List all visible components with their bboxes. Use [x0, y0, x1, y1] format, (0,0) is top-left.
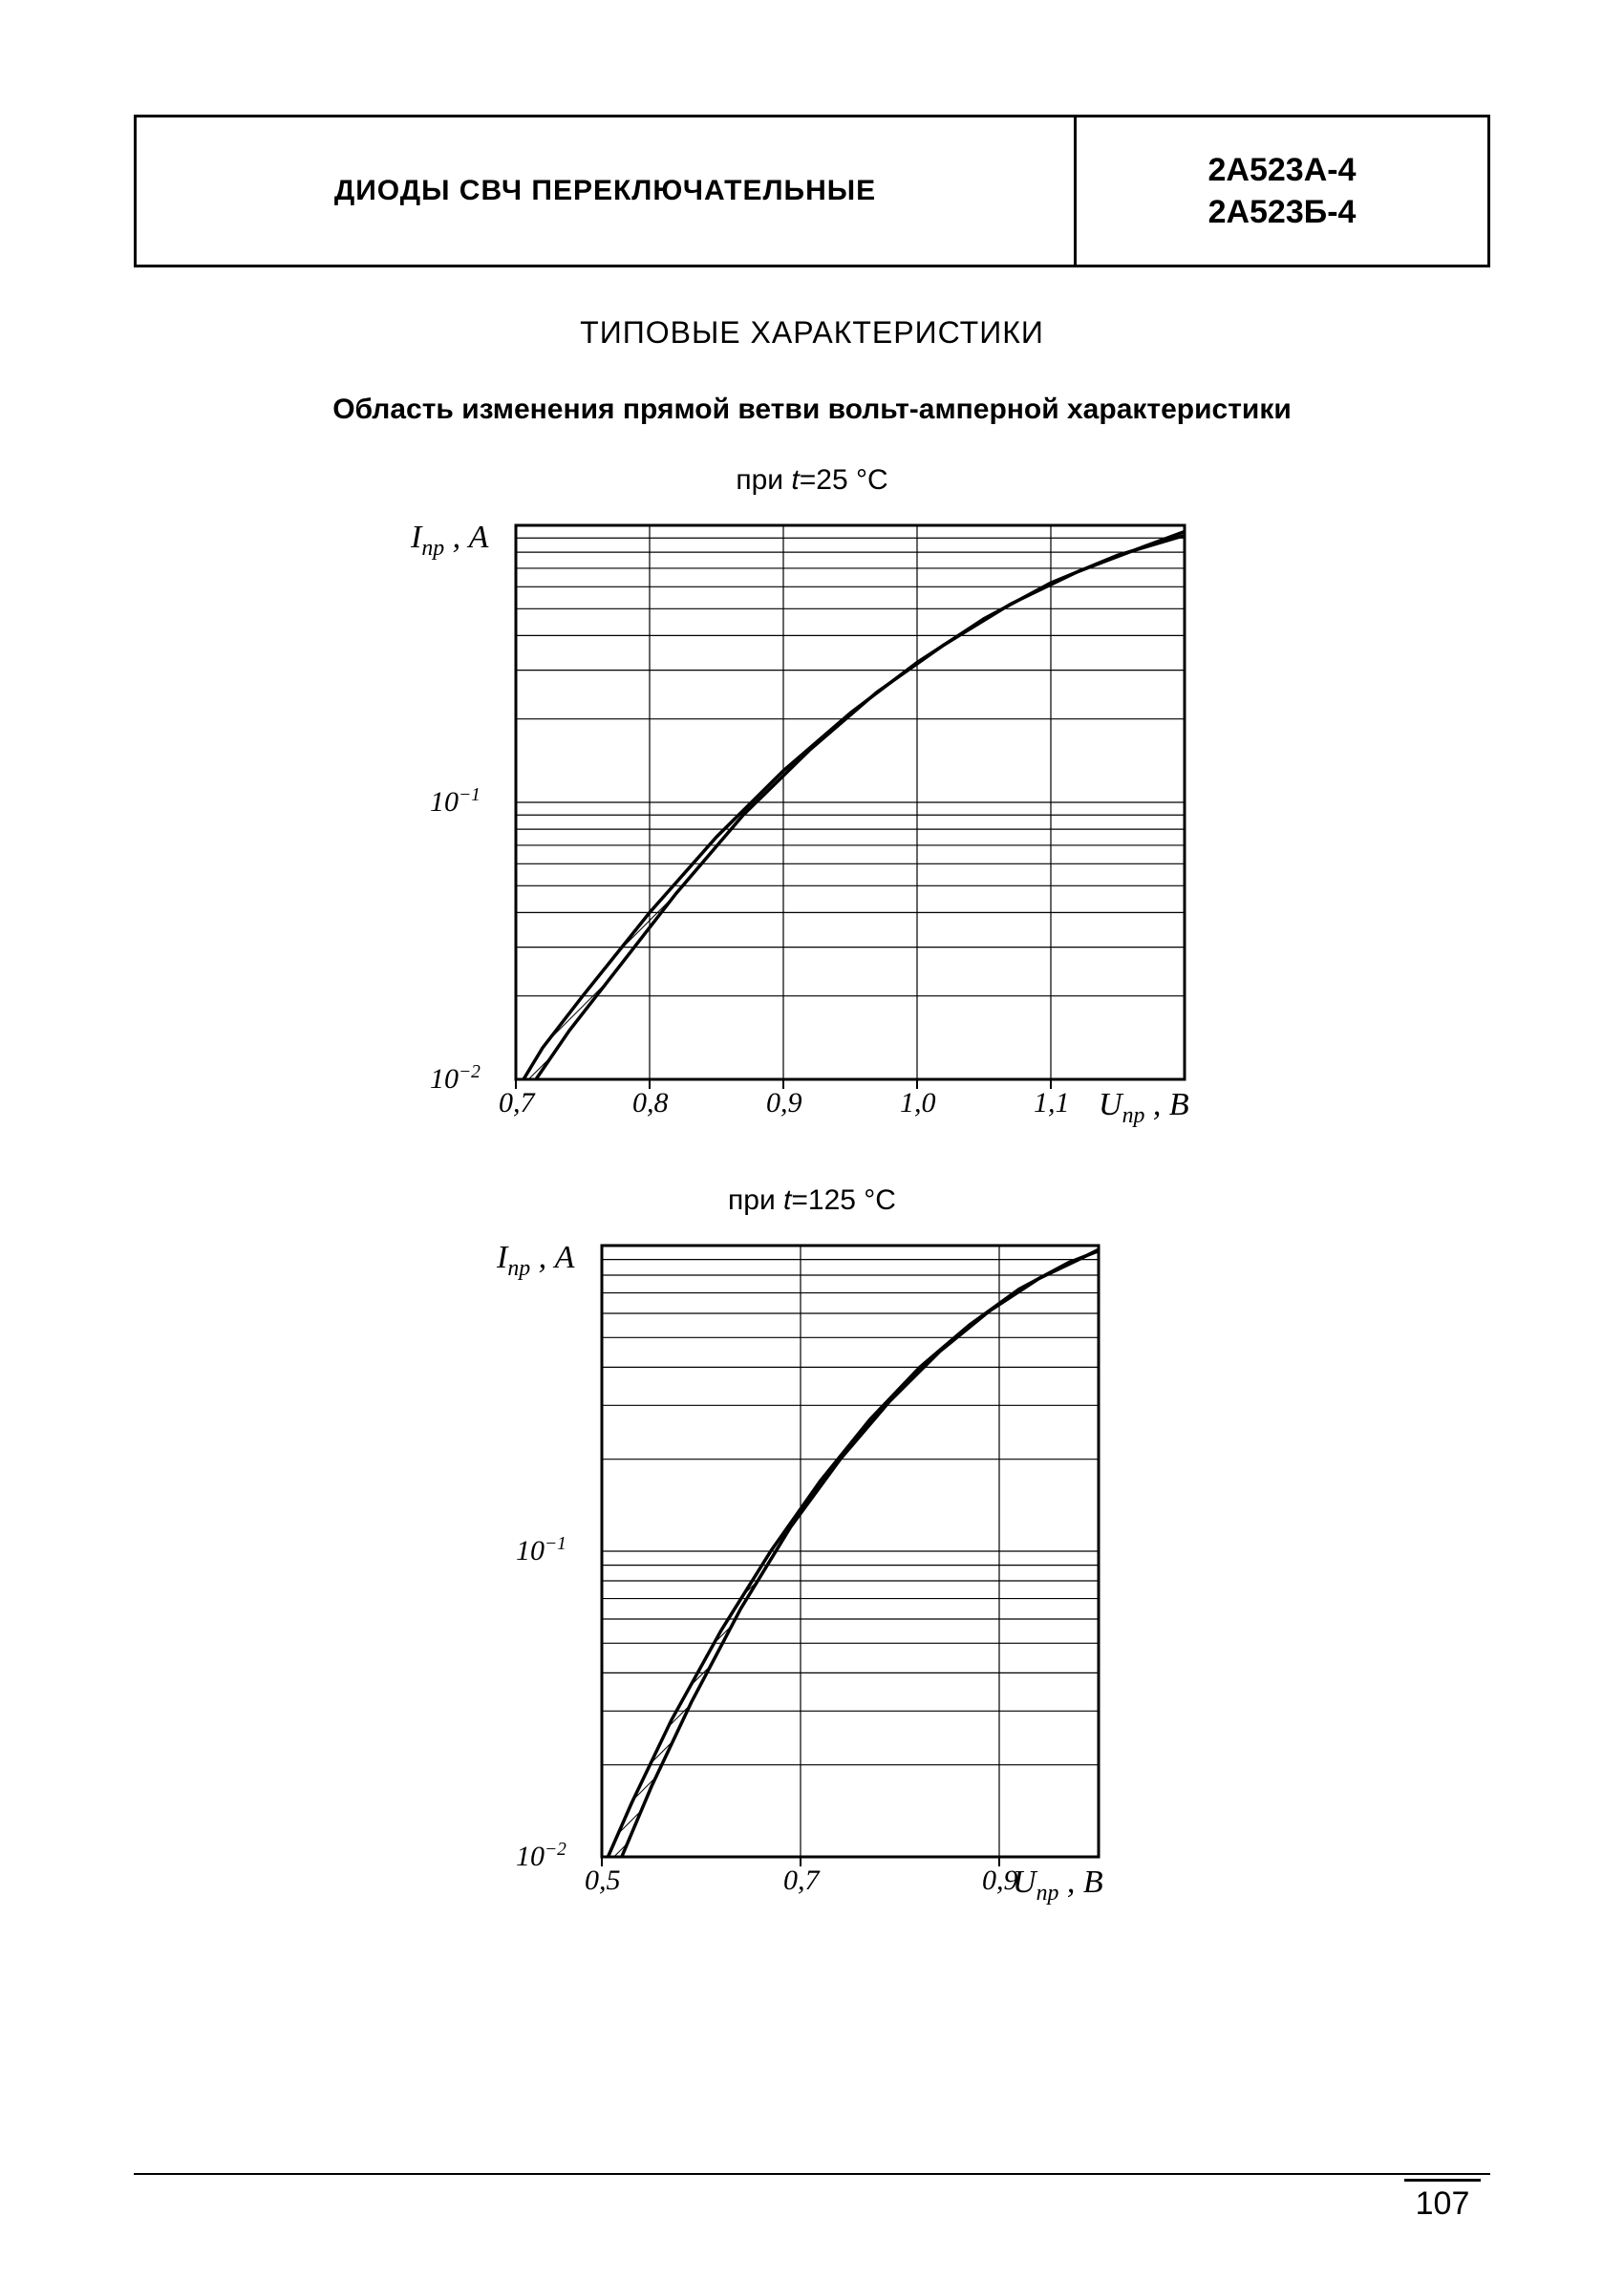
- page-number: 107: [1404, 2179, 1481, 2223]
- chart2-ytick-0: 10−2: [516, 1840, 592, 1873]
- chart1-caption-value: =25 °C: [800, 464, 888, 496]
- chart1: Iпр , АUпр , В0,70,80,91,01,110−210−1: [401, 506, 1223, 1146]
- chart1-y-axis-label: Iпр , А: [411, 520, 488, 562]
- chart1-svg: [401, 506, 1223, 1146]
- chart1-ytick-1: 10−1: [430, 785, 506, 819]
- chart1-xtick-1: 0,8: [632, 1087, 669, 1119]
- chart2-xtick-1: 0,7: [783, 1864, 820, 1897]
- chart1-caption: при t=25 °C: [134, 464, 1490, 497]
- chart1-wrap: Iпр , АUпр , В0,70,80,91,01,110−210−1: [134, 506, 1490, 1146]
- footer-rule: [134, 2173, 1490, 2175]
- chart1-xtick-3: 1,0: [900, 1087, 936, 1119]
- chart2: Iпр , АUпр , В0,50,70,910−210−1: [487, 1226, 1137, 1924]
- chart2-caption: при t=125 °C: [134, 1184, 1490, 1217]
- chart2-xtick-2: 0,9: [982, 1864, 1018, 1897]
- chart2-ytick-1: 10−1: [516, 1534, 592, 1567]
- chart1-xtick-4: 1,1: [1034, 1087, 1070, 1119]
- chart1-caption-prefix: при: [736, 464, 791, 496]
- header-box: ДИОДЫ СВЧ ПЕРЕКЛЮЧАТЕЛЬНЫЕ 2А523А-4 2А52…: [134, 115, 1490, 267]
- chart1-xtick-2: 0,9: [766, 1087, 802, 1119]
- part-number-2: 2А523Б-4: [1208, 191, 1357, 233]
- chart2-caption-value: =125 °C: [791, 1184, 896, 1216]
- chart2-wrap: Iпр , АUпр , В0,50,70,910−210−1: [134, 1226, 1490, 1924]
- chart2-svg: [487, 1226, 1137, 1924]
- chart2-y-axis-label: Iпр , А: [497, 1240, 574, 1282]
- header-left-title: ДИОДЫ СВЧ ПЕРЕКЛЮЧАТЕЛЬНЫЕ: [137, 117, 1077, 265]
- chart1-x-axis-label: Uпр , В: [1099, 1087, 1189, 1129]
- chart1-caption-var: t: [791, 464, 799, 496]
- chart2-caption-prefix: при: [728, 1184, 783, 1216]
- header-right-codes: 2А523А-4 2А523Б-4: [1077, 117, 1487, 265]
- chart2-x-axis-label: Uпр , В: [1013, 1864, 1103, 1907]
- chart1-ytick-0: 10−2: [430, 1062, 506, 1096]
- part-number-1: 2А523А-4: [1208, 149, 1357, 191]
- chart-heading: Область изменения прямой ветви вольт-амп…: [134, 394, 1490, 426]
- section-title: ТИПОВЫЕ ХАРАКТЕРИСТИКИ: [134, 315, 1490, 351]
